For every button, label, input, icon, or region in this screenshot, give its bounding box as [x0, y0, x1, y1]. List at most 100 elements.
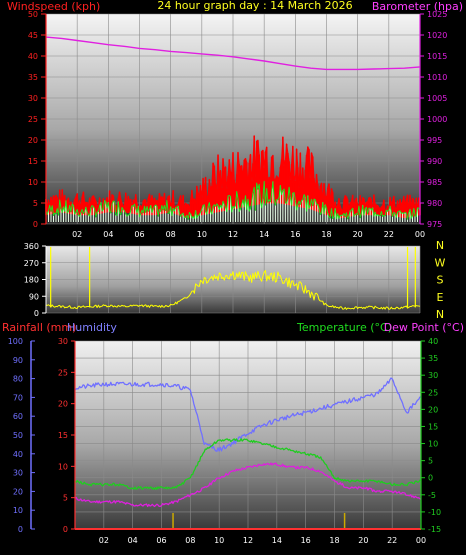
- temp-tick-label: 5: [428, 457, 433, 466]
- wind-x-ticks: 02 04 06 08 10 12 14 16 18 20 22 00: [72, 230, 425, 239]
- direction-grid: [46, 245, 421, 314]
- baro-tick-label: 1025: [427, 10, 447, 19]
- baro-right-ticks: 975 980 985 990 995 1000 1005 1010 1015 1020 1025: [419, 10, 447, 229]
- temp-ticks: -15 -10 -5 0 5 10 15 20 25 30 35 40: [420, 337, 441, 534]
- temp-x-tick-label: 06: [156, 536, 166, 545]
- humidity-tick-label: 100: [8, 337, 23, 346]
- humidity-tick-label: 10: [13, 506, 23, 515]
- temp-series: [74, 377, 422, 530]
- humidity-tick-label: 90: [13, 356, 23, 365]
- humidity-tick-label: 50: [13, 431, 23, 440]
- humidity-tick-label: 20: [13, 487, 23, 496]
- temp-x-tick-label: 12: [243, 536, 253, 545]
- temp-tick-label: 15: [428, 422, 438, 431]
- temp-x-tick-label: 04: [128, 536, 138, 545]
- humidity-ticks: 0 10 20 30 40 50 60 70 80 90 100: [8, 337, 35, 534]
- baro-tick-label: 1005: [427, 94, 447, 103]
- wind-x-tick-label: 00: [415, 230, 425, 239]
- temp-tick-label: -15: [428, 525, 441, 534]
- rain-tick-label: 20: [58, 400, 68, 409]
- humidity-tick-label: 40: [13, 450, 23, 459]
- direction-series: [45, 246, 421, 310]
- direction-tick-label: 270: [24, 259, 39, 268]
- barometer-line: [45, 36, 421, 71]
- baro-tick-label: 1000: [427, 115, 447, 124]
- compass-label: N: [436, 308, 444, 321]
- wind-tick-label: 20: [28, 136, 38, 145]
- temp-humidity-panel: 0 10 20 30 40 5 06 0 70 80 90 100 0 5 10 15 20 25 30 -15 -…: [8, 337, 441, 545]
- compass-label: N: [436, 239, 444, 252]
- wind-x-tick-label: 10: [197, 230, 207, 239]
- wind-x-tick-label: 12: [228, 230, 238, 239]
- wind-tick-label: 5: [33, 199, 38, 208]
- rain-tick-label: 5: [63, 494, 68, 503]
- wind-x-tick-label: 14: [259, 230, 269, 239]
- temperature-axis-title: Temperature (°C): [296, 321, 392, 334]
- direction-tick-label: 0: [34, 309, 39, 318]
- rain-tick-label: 25: [58, 368, 68, 377]
- baro-tick-label: 990: [427, 157, 442, 166]
- direction-tick-label: 180: [24, 276, 39, 285]
- temp-tick-label: -10: [428, 508, 441, 517]
- rain-tick-label: 0: [63, 525, 68, 534]
- temp-tick-label: 25: [428, 388, 438, 397]
- rain-tick-label: 30: [58, 337, 68, 346]
- wind-tick-label: 50: [28, 10, 38, 19]
- temp-x-tick-label: 00: [416, 536, 426, 545]
- wind-x-tick-label: 22: [384, 230, 394, 239]
- baro-tick-label: 1020: [427, 31, 447, 40]
- temp-x-ticks: 02 04 06 08 10 12 14 16 18 20 22 00: [99, 536, 426, 545]
- temp-tick-label: 10: [428, 440, 438, 449]
- humidity-axis-title: Humidity: [67, 321, 117, 334]
- baro-tick-label: 995: [427, 136, 442, 145]
- temp-tick-label: 30: [428, 371, 438, 380]
- chart-title: 24 hour graph day : 14 March 2026: [157, 0, 352, 12]
- direction-left-ticks: 0 90 180 270 360: [24, 242, 47, 318]
- wind-left-ticks: 0 5 10 15 20 25 30 35 40 45 50: [28, 10, 47, 229]
- humidity-tick-label: 70: [13, 393, 23, 402]
- temperature-line: [74, 438, 422, 490]
- wind-direction-line: [45, 269, 421, 310]
- rain-tick-label: 10: [58, 462, 68, 471]
- dew-point-line: [74, 462, 422, 508]
- temp-x-tick-label: 20: [358, 536, 368, 545]
- wind-x-tick-label: 06: [134, 230, 144, 239]
- humidity-tick-label: 30: [13, 469, 23, 478]
- humidity-line: [74, 377, 422, 452]
- humidity-tick-label: 80: [13, 375, 23, 384]
- baro-tick-label: 980: [427, 199, 442, 208]
- wind-tick-label: 45: [28, 31, 38, 40]
- compass-label: E: [437, 291, 444, 304]
- temp-x-tick-label: 22: [387, 536, 397, 545]
- wind-tick-label: 35: [28, 73, 38, 82]
- temp-x-tick-label: 08: [185, 536, 195, 545]
- temp-tick-label: 40: [428, 337, 438, 346]
- wind-x-tick-label: 20: [353, 230, 363, 239]
- temp-tick-label: -5: [428, 491, 436, 500]
- compass-label: S: [437, 274, 444, 287]
- humidity-tick-label: 0: [18, 525, 23, 534]
- wind-tick-label: 30: [28, 94, 38, 103]
- temp-x-tick-label: 16: [301, 536, 311, 545]
- wind-avg-line: [45, 180, 421, 220]
- baro-tick-label: 1015: [427, 52, 447, 61]
- wind-grid: [46, 13, 421, 225]
- temp-tick-label: 20: [428, 405, 438, 414]
- wind-tick-label: 40: [28, 52, 38, 61]
- rain-tick-label: 15: [58, 431, 68, 440]
- temp-x-tick-label: 14: [272, 536, 282, 545]
- barometer-axis-title: Barometer (hpa): [372, 0, 463, 13]
- temp-x-tick-label: 18: [329, 536, 339, 545]
- temp-tick-label: 0: [428, 474, 433, 483]
- wind-x-tick-label: 08: [166, 230, 176, 239]
- windspeed-axis-title: Windspeed (kph): [7, 0, 100, 13]
- wind-x-tick-label: 18: [321, 230, 331, 239]
- direction-tick-label: 90: [29, 292, 39, 301]
- temp-x-tick-label: 02: [99, 536, 109, 545]
- wind-tick-label: 15: [28, 157, 38, 166]
- dewpoint-axis-title: Dew Point (°C): [384, 321, 464, 334]
